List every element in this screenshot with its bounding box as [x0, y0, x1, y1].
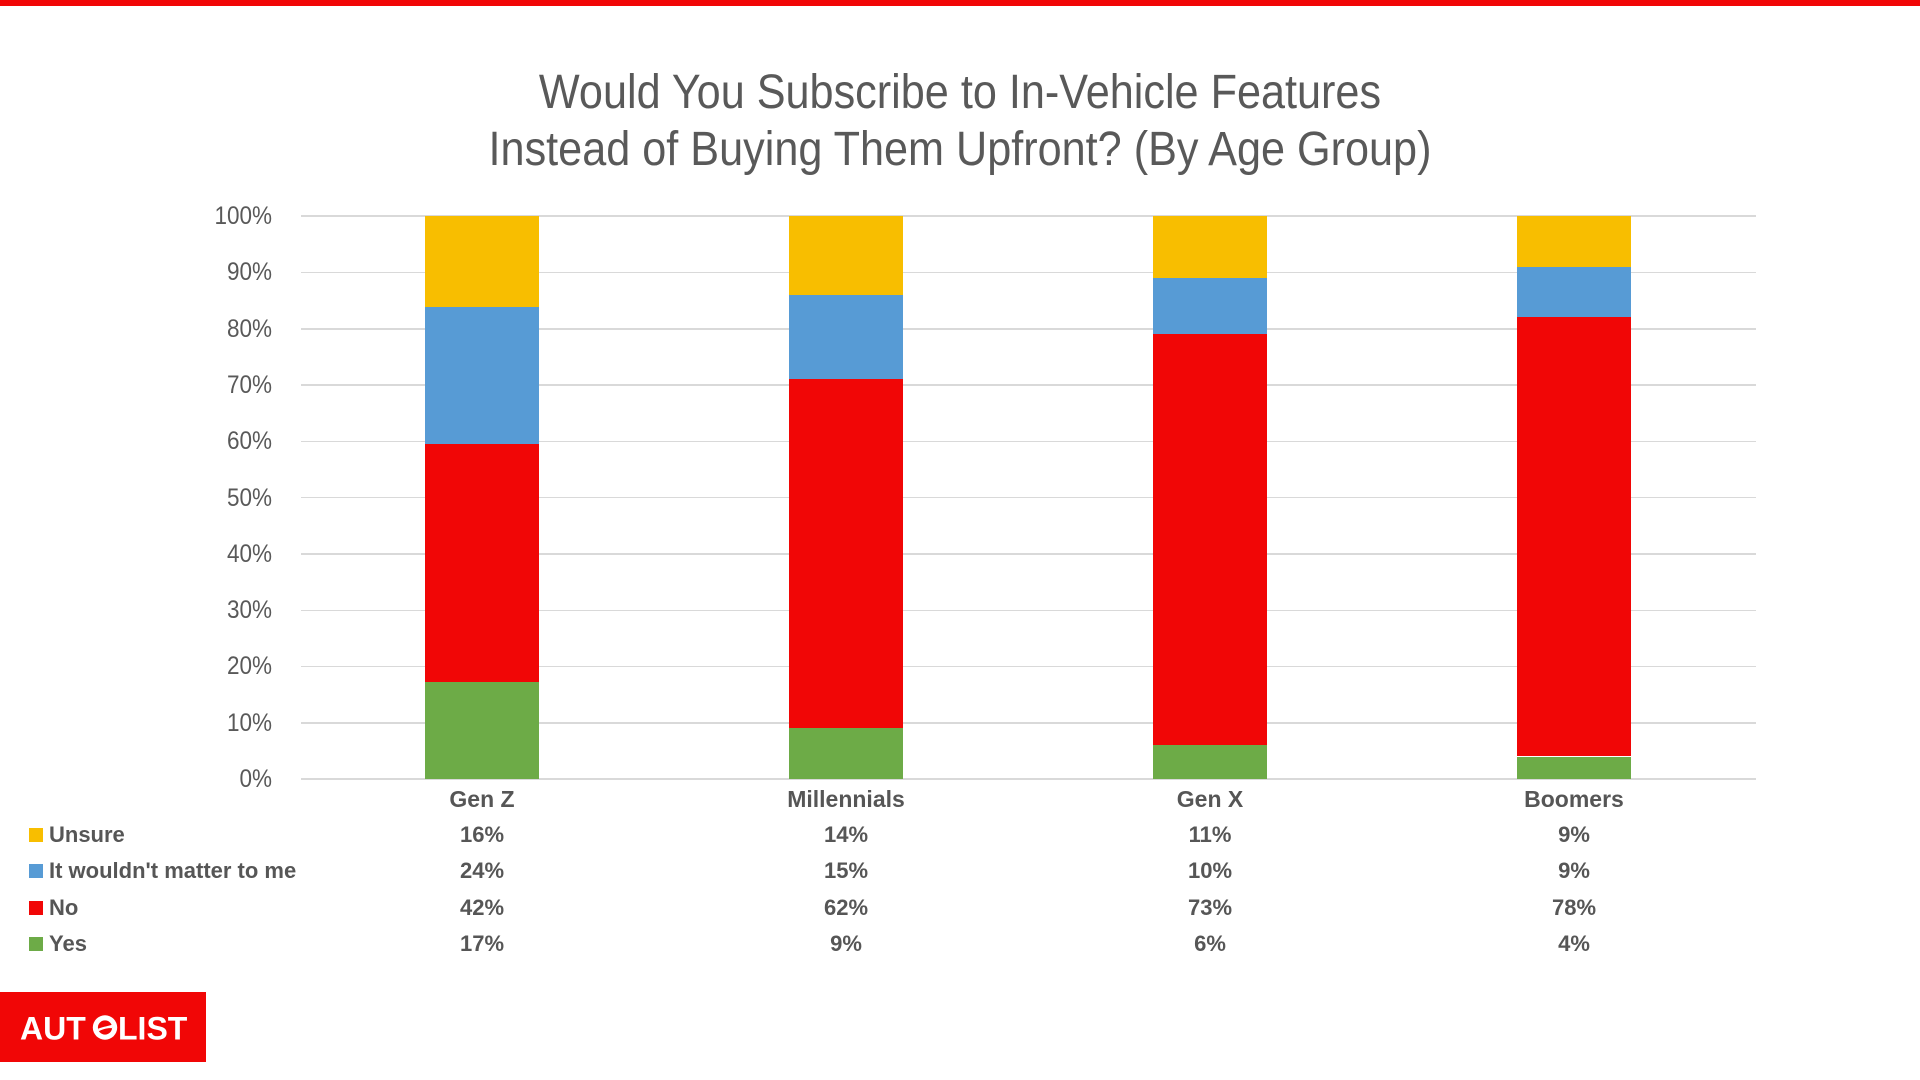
- svg-text:LIST: LIST: [118, 1010, 188, 1046]
- svg-text:AUT: AUT: [20, 1010, 86, 1046]
